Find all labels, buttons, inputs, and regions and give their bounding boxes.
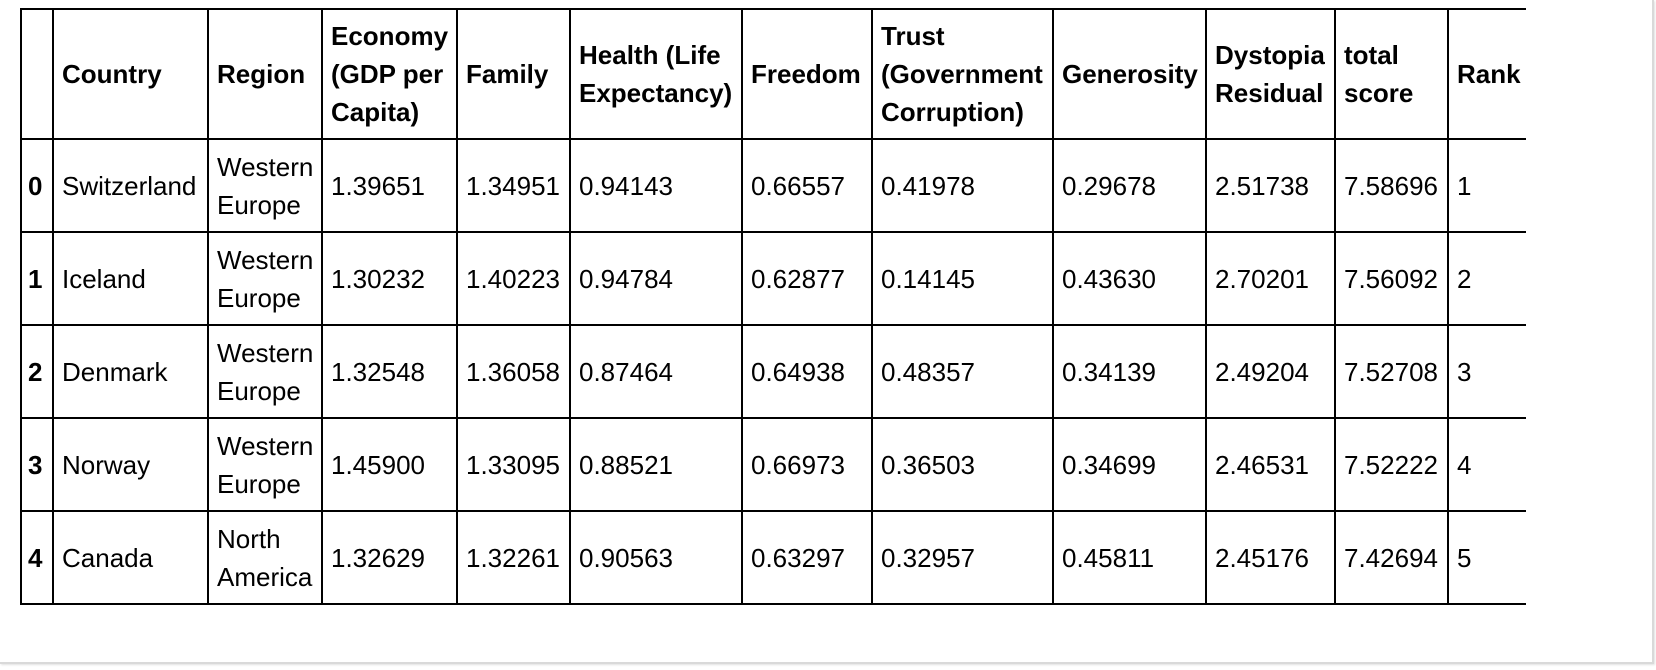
column-header-health: Health (Life Expectancy)	[569, 8, 743, 140]
cell-region: Western Europe	[207, 417, 323, 512]
table-row: 3 Norway Western Europe 1.45900 1.33095 …	[20, 417, 1526, 512]
cell-rank: 3	[1447, 324, 1526, 419]
cell-family: 1.34951	[456, 138, 571, 233]
cell-health: 0.90563	[569, 510, 743, 605]
cell-trust: 0.36503	[871, 417, 1054, 512]
cell-freedom: 0.62877	[741, 231, 873, 326]
column-header-rank: Rank	[1447, 8, 1526, 140]
cell-family: 1.33095	[456, 417, 571, 512]
index-header	[20, 8, 54, 140]
column-header-dystopia-residual: Dystopia Residual	[1205, 8, 1336, 140]
cell-economy: 1.39651	[321, 138, 458, 233]
cell-economy: 1.32629	[321, 510, 458, 605]
row-index: 0	[20, 138, 54, 233]
cell-region: Western Europe	[207, 324, 323, 419]
cell-dystopia-residual: 2.70201	[1205, 231, 1336, 326]
column-header-total-score: total score	[1334, 8, 1449, 140]
cell-economy: 1.30232	[321, 231, 458, 326]
cell-generosity: 0.43630	[1052, 231, 1207, 326]
cell-rank: 5	[1447, 510, 1526, 605]
cell-economy: 1.32548	[321, 324, 458, 419]
cell-freedom: 0.64938	[741, 324, 873, 419]
row-index: 4	[20, 510, 54, 605]
cell-health: 0.88521	[569, 417, 743, 512]
cell-family: 1.36058	[456, 324, 571, 419]
column-header-country: Country	[52, 8, 209, 140]
cell-dystopia-residual: 2.51738	[1205, 138, 1336, 233]
cell-total-score: 7.42694	[1334, 510, 1449, 605]
cell-country: Canada	[52, 510, 209, 605]
column-header-region: Region	[207, 8, 323, 140]
row-index: 3	[20, 417, 54, 512]
cell-health: 0.94784	[569, 231, 743, 326]
column-header-family: Family	[456, 8, 571, 140]
table-row: 1 Iceland Western Europe 1.30232 1.40223…	[20, 231, 1526, 326]
cell-generosity: 0.34139	[1052, 324, 1207, 419]
dataframe-table: Country Region Economy (GDP per Capita) …	[20, 8, 1526, 605]
cell-freedom: 0.66973	[741, 417, 873, 512]
cell-rank: 2	[1447, 231, 1526, 326]
cell-family: 1.32261	[456, 510, 571, 605]
table-row: 4 Canada North America 1.32629 1.32261 0…	[20, 510, 1526, 605]
row-index: 2	[20, 324, 54, 419]
cell-region: Western Europe	[207, 138, 323, 233]
cell-country: Switzerland	[52, 138, 209, 233]
column-header-freedom: Freedom	[741, 8, 873, 140]
cell-total-score: 7.52708	[1334, 324, 1449, 419]
table-row: 2 Denmark Western Europe 1.32548 1.36058…	[20, 324, 1526, 419]
cell-trust: 0.41978	[871, 138, 1054, 233]
cell-health: 0.94143	[569, 138, 743, 233]
cell-health: 0.87464	[569, 324, 743, 419]
cell-trust: 0.32957	[871, 510, 1054, 605]
cell-rank: 1	[1447, 138, 1526, 233]
column-header-economy: Economy (GDP per Capita)	[321, 8, 458, 140]
cell-freedom: 0.66557	[741, 138, 873, 233]
cell-rank: 4	[1447, 417, 1526, 512]
cell-total-score: 7.52222	[1334, 417, 1449, 512]
cell-family: 1.40223	[456, 231, 571, 326]
cell-country: Norway	[52, 417, 209, 512]
cell-dystopia-residual: 2.45176	[1205, 510, 1336, 605]
table-row: 0 Switzerland Western Europe 1.39651 1.3…	[20, 138, 1526, 233]
row-index: 1	[20, 231, 54, 326]
cell-dystopia-residual: 2.46531	[1205, 417, 1336, 512]
cell-region: Western Europe	[207, 231, 323, 326]
cell-country: Denmark	[52, 324, 209, 419]
cell-generosity: 0.29678	[1052, 138, 1207, 233]
header-row: Country Region Economy (GDP per Capita) …	[20, 8, 1526, 140]
cell-trust: 0.48357	[871, 324, 1054, 419]
cell-dystopia-residual: 2.49204	[1205, 324, 1336, 419]
cell-country: Iceland	[52, 231, 209, 326]
cell-generosity: 0.34699	[1052, 417, 1207, 512]
column-header-trust: Trust (Government Corruption)	[871, 8, 1054, 140]
cell-economy: 1.45900	[321, 417, 458, 512]
cell-trust: 0.14145	[871, 231, 1054, 326]
column-header-generosity: Generosity	[1052, 8, 1207, 140]
cell-total-score: 7.58696	[1334, 138, 1449, 233]
cell-total-score: 7.56092	[1334, 231, 1449, 326]
cell-generosity: 0.45811	[1052, 510, 1207, 605]
cell-freedom: 0.63297	[741, 510, 873, 605]
cell-region: North America	[207, 510, 323, 605]
